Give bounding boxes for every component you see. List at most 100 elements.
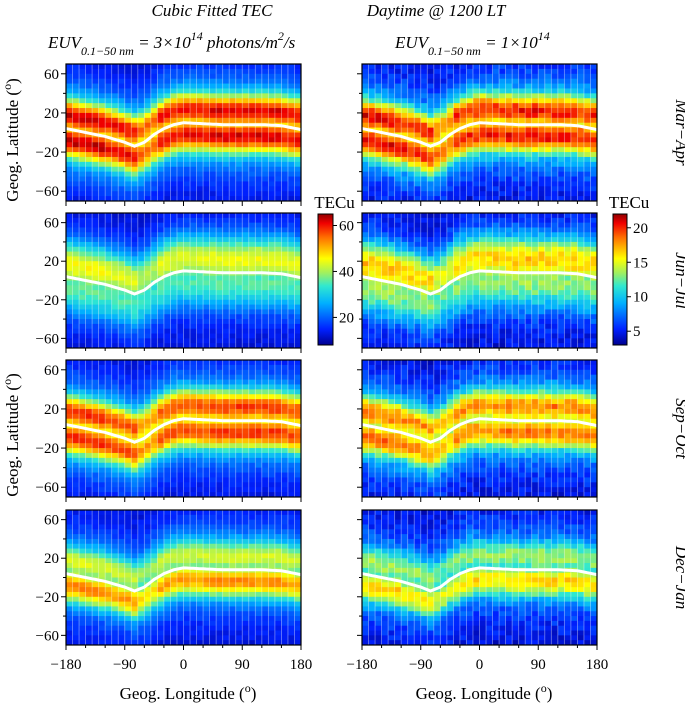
heatmap-cell	[170, 88, 178, 94]
heatmap-cell	[105, 323, 113, 330]
heatmap-cell	[124, 93, 132, 99]
heatmap-cell	[381, 68, 389, 75]
heatmap-cell	[440, 222, 448, 229]
heatmap-cell	[222, 78, 230, 85]
heatmap-cell	[92, 112, 100, 119]
heatmap-cell	[203, 492, 211, 497]
heatmap-cell	[131, 161, 139, 168]
heatmap-cell	[216, 181, 224, 187]
heatmap-cell	[590, 314, 597, 320]
heatmap-cell	[137, 176, 145, 183]
heatmap-cell	[427, 232, 435, 238]
heatmap-cell	[479, 186, 487, 192]
heatmap-cell	[79, 482, 87, 488]
heatmap-cell	[163, 338, 172, 344]
heatmap-cell	[248, 176, 256, 183]
heatmap-cell	[85, 304, 93, 311]
heatmap-cell	[420, 304, 428, 311]
heatmap-cell	[420, 152, 428, 158]
heatmap-cell	[557, 93, 565, 99]
heatmap-cell	[294, 304, 301, 311]
heatmap-cell	[255, 319, 263, 325]
heatmap-cell	[66, 328, 74, 335]
heatmap-cell	[137, 261, 145, 267]
heatmap-cell	[362, 304, 370, 311]
heatmap-cell	[557, 88, 565, 94]
heatmap-cell	[525, 338, 533, 344]
heatmap-cell	[261, 237, 269, 243]
heatmap-cell	[551, 132, 559, 138]
heatmap-cell	[433, 196, 441, 201]
heatmap-cell	[407, 222, 415, 229]
heatmap-cell	[492, 285, 500, 291]
heatmap-cell	[401, 314, 409, 320]
heatmap-cell	[394, 88, 402, 94]
heatmap-cell	[407, 319, 415, 325]
heatmap-cell	[381, 117, 389, 124]
heatmap-cell	[163, 309, 172, 315]
heatmap-cell	[440, 338, 448, 344]
heatmap-cell	[235, 64, 243, 70]
heatmap-cell	[446, 176, 454, 183]
heatmap-cell	[427, 266, 435, 272]
heatmap-cell	[551, 290, 559, 296]
heatmap-cell	[544, 251, 552, 257]
heatmap-cell	[381, 266, 389, 272]
heatmap-cell	[274, 191, 283, 197]
heatmap-cell	[466, 64, 474, 70]
heatmap-cell	[150, 299, 158, 306]
heatmap-cell	[557, 222, 565, 229]
heatmap-cell	[163, 290, 172, 296]
heatmap-cell	[229, 304, 237, 311]
heatmap-cell	[85, 181, 93, 187]
heatmap-cell	[98, 103, 106, 109]
heatmap-cell	[420, 280, 428, 286]
heatmap-cell	[105, 171, 113, 178]
heatmap-cell	[538, 323, 546, 330]
heatmap-cell	[544, 108, 552, 114]
heatmap-cell	[261, 299, 269, 306]
heatmap-cell	[118, 171, 126, 178]
heatmap-cell	[85, 227, 93, 233]
heatmap-cell	[525, 227, 533, 233]
heatmap-cell	[564, 88, 572, 94]
heatmap-cell	[492, 73, 500, 80]
heatmap-cell	[163, 418, 172, 425]
heatmap-cell	[268, 103, 276, 109]
heatmap-cell	[92, 319, 100, 325]
heatmap-cell	[216, 246, 224, 253]
heatmap-cell	[190, 314, 198, 320]
heatmap-cell	[427, 132, 435, 138]
heatmap-cell	[183, 438, 191, 444]
heatmap-cell	[538, 93, 546, 99]
heatmap-cell	[518, 294, 526, 301]
heatmap-cell	[150, 93, 158, 99]
heatmap-cell	[492, 280, 500, 286]
heatmap-cell	[274, 304, 283, 311]
title-left: Cubic Fitted TEC	[152, 1, 274, 20]
heatmap-cell	[209, 142, 217, 148]
heatmap-cell	[137, 137, 145, 143]
heatmap-cell	[111, 394, 119, 400]
heatmap-cell	[66, 132, 74, 138]
heatmap-cell	[505, 93, 513, 99]
heatmap-cell	[590, 73, 597, 80]
heatmap-cell	[248, 181, 256, 187]
heatmap-cell	[229, 227, 237, 233]
heatmap-cell	[229, 156, 237, 163]
heatmap-cell	[137, 457, 145, 464]
heatmap-cell	[433, 161, 441, 168]
heatmap-cell	[118, 467, 126, 474]
heatmap-cell	[453, 83, 461, 90]
heatmap-cell	[433, 294, 441, 301]
heatmap-cell	[459, 290, 468, 296]
heatmap-cell	[209, 222, 217, 229]
heatmap-cell	[287, 93, 296, 99]
heatmap-cell	[196, 309, 204, 315]
heatmap-cell	[242, 108, 250, 114]
heatmap-cell	[287, 112, 296, 119]
heatmap-cell	[85, 309, 93, 315]
heatmap-cell	[137, 404, 145, 410]
heatmap-cell	[196, 112, 204, 119]
heatmap-cell	[137, 448, 145, 454]
